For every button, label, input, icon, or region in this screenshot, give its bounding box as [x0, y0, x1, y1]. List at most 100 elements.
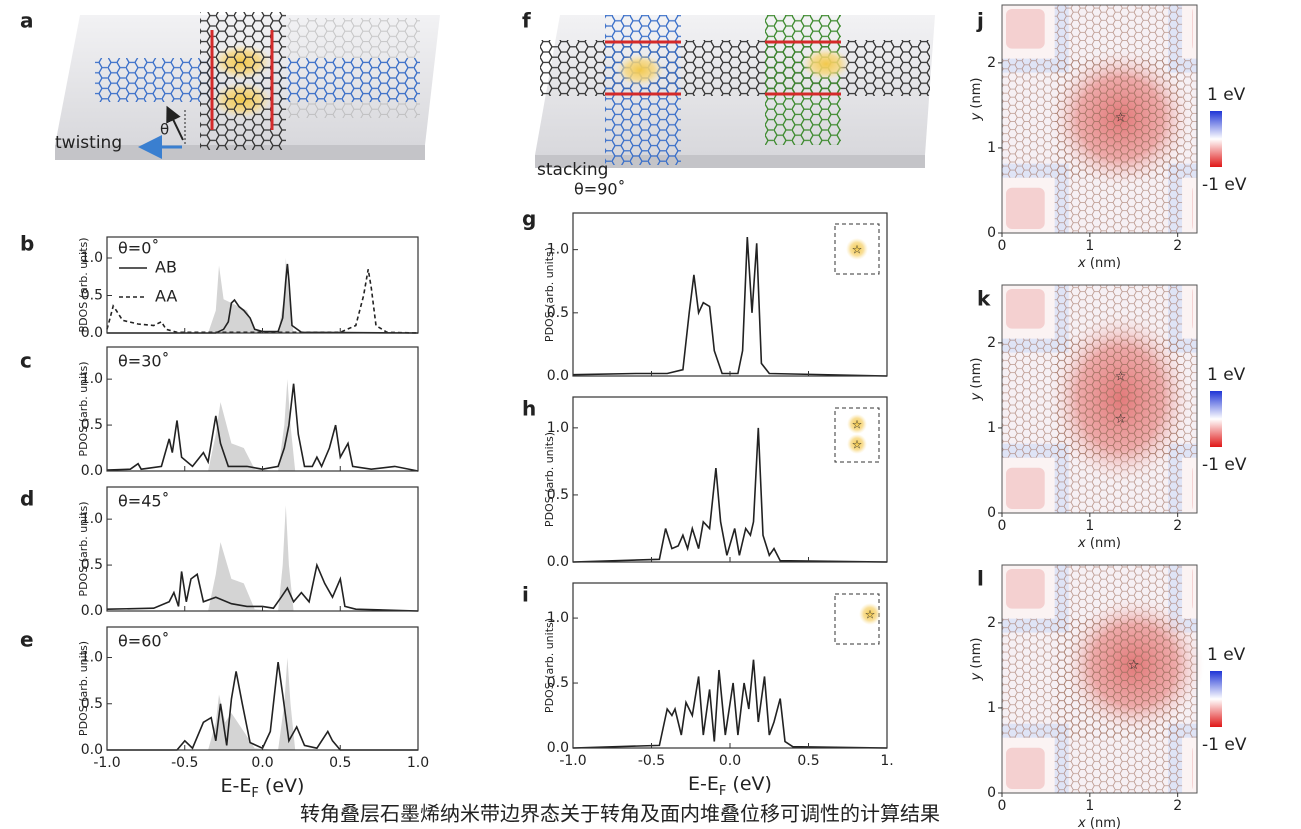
axis-label-part: x	[1077, 256, 1086, 271]
x-tick-label: 0.0	[251, 755, 273, 771]
axis-label-part: x	[1077, 816, 1086, 829]
figure: twisting θ a stacking f ☆ ☆ ☆ ☆ 0.00.51.…	[0, 0, 1301, 829]
x-tick-label: -0.5	[171, 755, 198, 771]
lattice-h	[1002, 619, 1197, 738]
panel-label: g	[522, 207, 536, 231]
colorbar-label: -1 eV	[1202, 735, 1247, 755]
y-tick-label: 2	[987, 335, 996, 351]
x-axis-label: E-EF (eV)	[221, 775, 305, 802]
corner	[1192, 748, 1193, 789]
corner	[1192, 289, 1193, 329]
svg-text:☆: ☆	[852, 438, 863, 452]
y-tick-label: 0.0	[547, 740, 569, 756]
caption: 转角叠层石墨烯纳米带边界态关于转角及面内堆叠位移可调性的计算结果	[300, 802, 940, 826]
axis-label-part: (nm)	[969, 638, 984, 673]
angle-symbol: θ	[160, 121, 169, 139]
colorbar-label: -1 eV	[1202, 455, 1247, 475]
y-tick-label: 0.0	[81, 742, 103, 758]
x-tick-label: 1.	[880, 753, 893, 769]
star: ☆	[1115, 369, 1127, 384]
panel-label: l	[977, 567, 984, 591]
svg-text:☆: ☆	[852, 243, 863, 257]
axis-label-part: x	[1077, 536, 1086, 551]
x-tick-label: 1	[1085, 238, 1094, 254]
colorbar	[1210, 111, 1222, 167]
y-axis-label: PDOS (arb. units)	[77, 641, 90, 736]
x-tick-label: 0	[998, 798, 1007, 814]
y-tick-label: 1	[987, 700, 996, 716]
pdos-panel: -1.0-0.50.00.51.0.00.51.0PDOS (arb. unit…	[522, 583, 894, 800]
lattice-h	[1002, 339, 1197, 458]
y-axis-label: y (nm)	[969, 638, 984, 682]
x-tick-label: 1	[1085, 518, 1094, 534]
axis-label-part: (nm)	[1086, 256, 1121, 271]
panel-label: f	[522, 9, 531, 33]
axis-label-part: (nm)	[1086, 816, 1121, 829]
corner	[1192, 188, 1193, 229]
x-tick-label: 0.0	[719, 753, 741, 769]
y-axis-label: PDOS (arb. units)	[543, 618, 556, 713]
colorbar	[1210, 391, 1222, 447]
svg-text:☆: ☆	[865, 608, 876, 622]
angle-label: θ=90˚	[574, 180, 626, 199]
x-tick-label: 0.5	[329, 755, 351, 771]
y-tick-label: 0.0	[547, 368, 569, 384]
angle-label: θ=45˚	[118, 492, 170, 511]
x-axis-label: E-EF (eV)	[688, 773, 772, 800]
x-tick-label: 2	[1173, 518, 1182, 534]
x-axis-label-part: (eV)	[726, 773, 772, 795]
legend-label: AA	[155, 287, 177, 306]
x-tick-label: 1.0	[407, 755, 429, 771]
reference-area	[107, 658, 418, 751]
pdos-line	[107, 662, 418, 750]
panel-label: b	[20, 232, 34, 256]
y-tick-label: 1	[987, 140, 996, 156]
pdos-line	[107, 384, 418, 471]
plot-frame	[573, 213, 887, 376]
pdos-line	[107, 269, 418, 333]
axis-label-part: y	[969, 392, 984, 401]
y-tick-label: 0	[987, 785, 996, 801]
pdos-line	[107, 264, 418, 333]
angle-label: θ=0˚	[118, 239, 159, 258]
reference-area	[107, 258, 418, 333]
panel-label: k	[977, 287, 991, 311]
corner	[1006, 468, 1045, 509]
star: ☆	[1128, 658, 1140, 673]
plot-frame	[573, 583, 887, 748]
corner	[1006, 289, 1045, 329]
panel-label: d	[20, 487, 34, 511]
angle-label: θ=30˚	[118, 352, 170, 371]
svg-text:☆: ☆	[852, 418, 863, 432]
panel-label: c	[20, 349, 32, 373]
angle-label: θ=60˚	[118, 632, 170, 651]
pdos-line	[573, 428, 887, 562]
lattice-h	[1002, 59, 1197, 178]
y-tick-label: 0.0	[81, 463, 103, 479]
corner	[1006, 569, 1045, 609]
star: ☆	[1115, 412, 1127, 427]
schematic-label: stacking	[537, 160, 608, 180]
corner	[1192, 468, 1193, 509]
axis-label-part: (nm)	[969, 78, 984, 113]
axis-label-part: y	[969, 112, 984, 121]
potential-map: ☆☆012012x (nm)y (nm)1 eV-1 eVk	[969, 285, 1247, 551]
x-axis-label-part: (eV)	[259, 775, 305, 797]
figure-page: twisting θ a stacking f ☆ ☆ ☆ ☆ 0.00.51.…	[0, 0, 1301, 829]
x-axis-label: x (nm)	[1077, 816, 1121, 829]
colorbar-label: 1 eV	[1207, 365, 1246, 385]
axis-label-part: y	[969, 672, 984, 681]
colorbar-label: -1 eV	[1202, 175, 1247, 195]
x-tick-label: 0.5	[797, 753, 819, 769]
x-axis-label-part: E-E	[221, 775, 252, 797]
y-axis-label: PDOS (arb. units)	[543, 247, 556, 342]
corner	[1192, 9, 1193, 49]
y-tick-label: 0.0	[547, 554, 569, 570]
y-tick-label: 1	[987, 420, 996, 436]
y-tick-label: 2	[987, 55, 996, 71]
